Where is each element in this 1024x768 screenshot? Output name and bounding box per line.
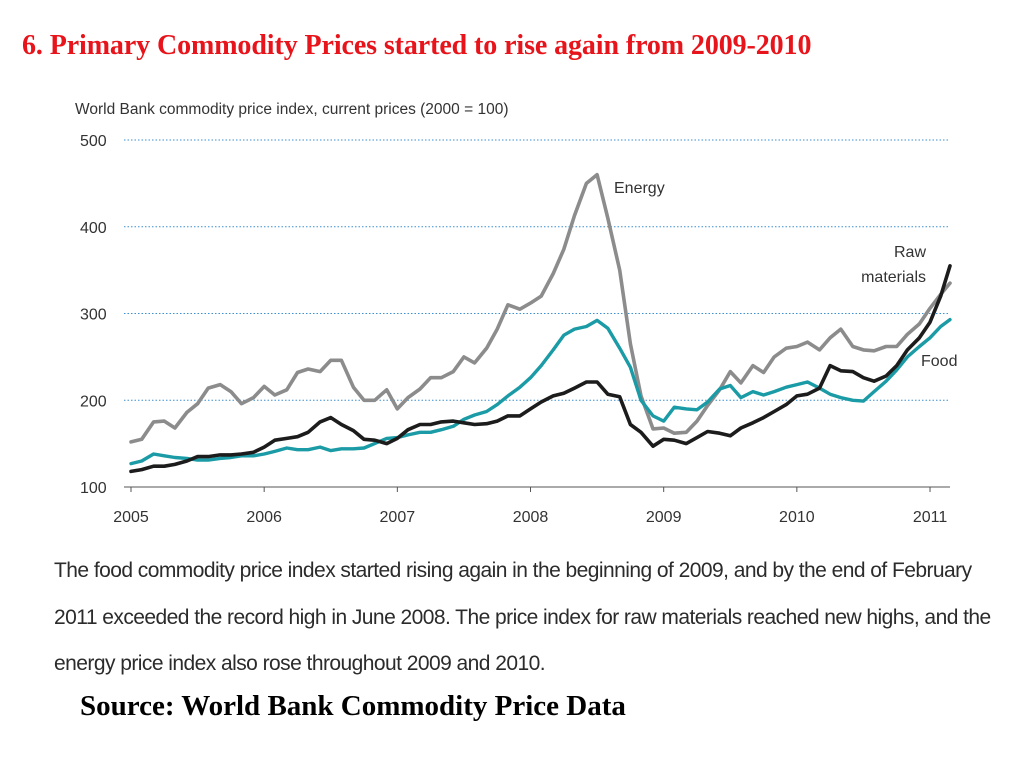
y-tick-label: 200 bbox=[80, 393, 107, 410]
chart-title: World Bank commodity price index, curren… bbox=[75, 101, 508, 118]
series-labels: Energy Food Raw materials bbox=[614, 180, 957, 370]
series-label-energy: Energy bbox=[614, 180, 665, 197]
x-tick-label: 2008 bbox=[513, 509, 549, 526]
axes: 500 400 300 200 100 2005 2006 2007 2008 2009 2010 2… bbox=[80, 133, 950, 526]
x-tick-label: 2007 bbox=[380, 509, 416, 526]
series-line-energy bbox=[129, 172, 952, 444]
slide-title: 6. Primary Commodity Prices started to r… bbox=[22, 30, 812, 61]
y-tick-label: 100 bbox=[80, 480, 107, 497]
chart-svg: World Bank commodity price index, curren… bbox=[75, 101, 957, 526]
source-note: Source: World Bank Commodity Price Data bbox=[80, 690, 626, 722]
x-tick-label: 2005 bbox=[113, 509, 149, 526]
series-label-food: Food bbox=[921, 353, 957, 370]
x-tick-label: 2009 bbox=[646, 509, 682, 526]
y-tick-label: 500 bbox=[80, 133, 107, 150]
chart-caption: The food commodity price index started r… bbox=[54, 559, 991, 675]
series-label-raw-materials: materials bbox=[861, 269, 926, 286]
gridlines bbox=[124, 139, 950, 488]
x-tick-label: 2011 bbox=[913, 509, 948, 526]
series-line-raw-materials bbox=[129, 264, 952, 474]
x-tick-label: 2006 bbox=[246, 509, 282, 526]
y-tick-label: 400 bbox=[80, 220, 107, 237]
series-line-food bbox=[129, 317, 952, 466]
series-label-raw-materials: Raw bbox=[894, 244, 926, 261]
x-tick-label: 2010 bbox=[779, 509, 815, 526]
series-lines bbox=[129, 172, 952, 474]
y-tick-label: 300 bbox=[80, 307, 107, 324]
